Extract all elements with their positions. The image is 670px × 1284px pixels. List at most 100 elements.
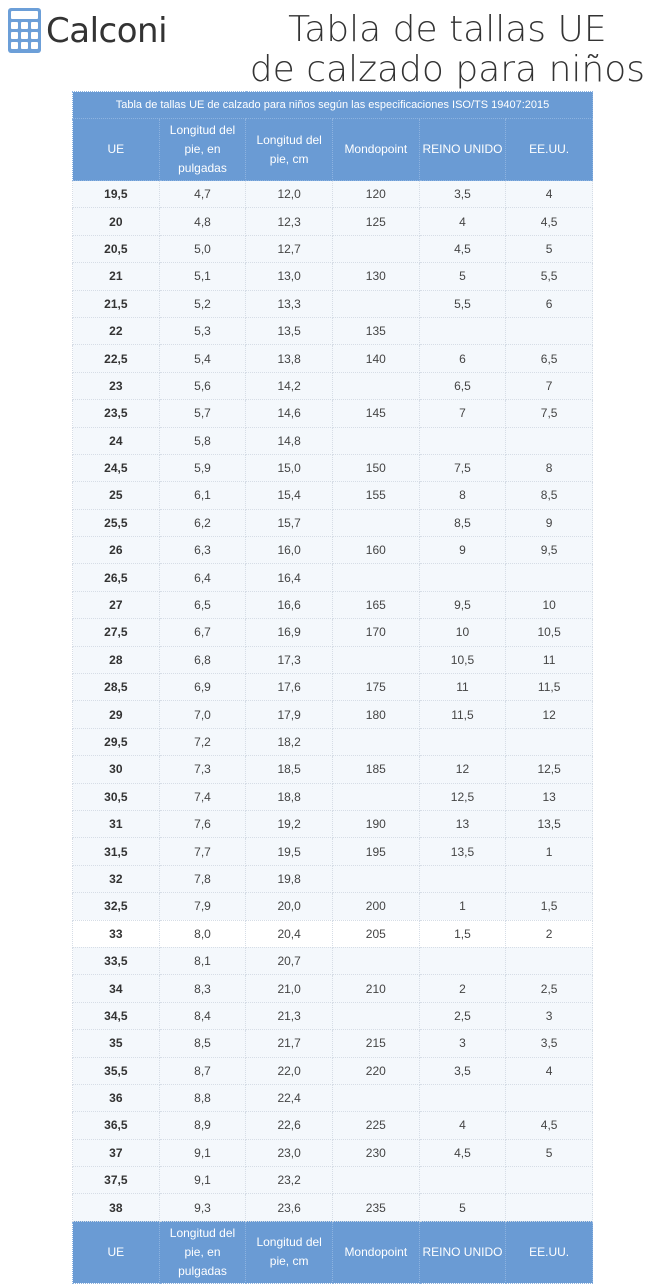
- column-header: Mondopoint: [331, 118, 420, 181]
- table-cell: 27,5: [72, 618, 160, 647]
- table-cell: 22,6: [245, 1111, 333, 1140]
- header-row: UE Longitud del pie, en pulgadas Longitud …: [72, 118, 593, 181]
- table-cell: [505, 946, 593, 976]
- table-cell: [505, 563, 593, 592]
- table-cell: 20: [72, 207, 160, 236]
- table-row: 30,5 7,4 18,8 12,5 13: [72, 782, 593, 811]
- table-cell: 165: [331, 590, 420, 620]
- table-cell: [331, 371, 420, 401]
- table-row: 31 7,6 19,2 190 13 13,5: [72, 809, 593, 839]
- table-cell: 8,0: [158, 919, 247, 948]
- table-cell: 8,5: [505, 481, 593, 510]
- table-cell: 18,5: [245, 755, 333, 784]
- table-cell: 7,5: [505, 399, 593, 428]
- table-cell: 30: [72, 755, 160, 784]
- table-cell: 5,6: [158, 371, 247, 401]
- table-caption: Tabla de tallas UE de calzado para niños…: [72, 91, 593, 119]
- table-row: 34,5 8,4 21,3 2,5 3: [72, 1001, 593, 1031]
- table-cell: 24,5: [72, 453, 160, 483]
- table-cell: 22,0: [245, 1056, 333, 1085]
- table-cell: 5,8: [158, 426, 247, 455]
- table-cell: 18,8: [245, 782, 333, 811]
- table-cell: 200: [331, 892, 420, 921]
- table-cell: 150: [331, 453, 420, 483]
- table-cell: 6: [505, 289, 593, 318]
- table-row: 36 8,8 22,4: [72, 1083, 593, 1113]
- table-row: 35,5 8,7 22,0 220 3,5 4: [72, 1056, 593, 1085]
- table-cell: 215: [331, 1029, 420, 1058]
- table-cell: 38: [72, 1193, 160, 1222]
- table-cell: 8,3: [158, 974, 247, 1003]
- table-cell: 4,5: [505, 207, 593, 236]
- table-cell: 11: [418, 673, 507, 702]
- table-cell: 5,5: [418, 289, 507, 318]
- table-cell: 16,0: [245, 536, 333, 565]
- table-cell: 5,4: [158, 344, 247, 373]
- table-cell: 15,4: [245, 481, 333, 510]
- table-row: 24 5,8 14,8: [72, 426, 593, 455]
- table-cell: 11,5: [505, 673, 593, 702]
- column-header: REINO UNIDO: [418, 1220, 507, 1284]
- table-cell: [331, 645, 420, 675]
- table-cell: 1: [418, 892, 507, 921]
- table-cell: 13,3: [245, 289, 333, 318]
- column-header: Longitud del pie, en pulgadas: [158, 118, 247, 181]
- table-cell: [418, 316, 507, 346]
- table-row: 19,5 4,7 12,0 120 3,5 4: [72, 179, 593, 209]
- table-cell: 3,5: [418, 179, 507, 209]
- brand-name: Calconi: [46, 10, 168, 51]
- table-cell: 9,1: [158, 1138, 247, 1168]
- table-cell: 6,5: [158, 590, 247, 620]
- table-cell: 6,3: [158, 536, 247, 565]
- table-cell: 34,5: [72, 1001, 160, 1031]
- title-line-2: de calzado para niños: [249, 49, 645, 90]
- table-cell: 7,7: [158, 837, 247, 866]
- table-cell: 10: [505, 590, 593, 620]
- table-cell: 7,5: [418, 453, 507, 483]
- table-row: 21,5 5,2 13,3 5,5 6: [72, 289, 593, 318]
- table-cell: 22: [72, 316, 160, 346]
- table-cell: 180: [331, 700, 420, 729]
- table-cell: 12: [505, 700, 593, 729]
- table-cell: [418, 946, 507, 976]
- column-header: REINO UNIDO: [418, 118, 507, 181]
- table-cell: 12: [418, 755, 507, 784]
- table-cell: 2,5: [505, 974, 593, 1003]
- table-cell: [418, 426, 507, 455]
- table-cell: 230: [331, 1138, 420, 1168]
- table-cell: [418, 563, 507, 592]
- table-row: 32 7,8 19,8: [72, 864, 593, 894]
- table-row: 26 6,3 16,0 160 9 9,5: [72, 536, 593, 565]
- table-cell: 20,7: [245, 946, 333, 976]
- table-cell: 125: [331, 207, 420, 236]
- table-cell: 8,8: [158, 1083, 247, 1113]
- table-cell: 5,1: [158, 262, 247, 291]
- table-cell: 37: [72, 1138, 160, 1168]
- table-cell: [331, 727, 420, 757]
- table-row: 30 7,3 18,5 185 12 12,5: [72, 755, 593, 784]
- table-cell: 7: [418, 399, 507, 428]
- table-cell: [331, 864, 420, 894]
- table-cell: 32,5: [72, 892, 160, 921]
- table-row: 37,5 9,1 23,2: [72, 1166, 593, 1195]
- table-cell: 29,5: [72, 727, 160, 757]
- table-cell: 8,9: [158, 1111, 247, 1140]
- table-cell: 30,5: [72, 782, 160, 811]
- column-header: Mondopoint: [331, 1220, 420, 1284]
- table-cell: 5: [505, 1138, 593, 1168]
- table-cell: 17,3: [245, 645, 333, 675]
- table-cell: 17,6: [245, 673, 333, 702]
- table-cell: 1,5: [505, 892, 593, 921]
- table-cell: 9,3: [158, 1193, 247, 1222]
- table-cell: 21,7: [245, 1029, 333, 1058]
- table-row: 28,5 6,9 17,6 175 11 11,5: [72, 673, 593, 702]
- table-cell: 7,3: [158, 755, 247, 784]
- table-cell: 7,9: [158, 892, 247, 921]
- title-line-1: Tabla de tallas UE: [288, 9, 607, 50]
- column-header: EE.UU.: [505, 118, 593, 181]
- table-cell: 6,8: [158, 645, 247, 675]
- table-row: 27 6,5 16,6 165 9,5 10: [72, 590, 593, 620]
- table-cell: [505, 1166, 593, 1195]
- table-cell: 3,5: [418, 1056, 507, 1085]
- table-cell: 1: [505, 837, 593, 866]
